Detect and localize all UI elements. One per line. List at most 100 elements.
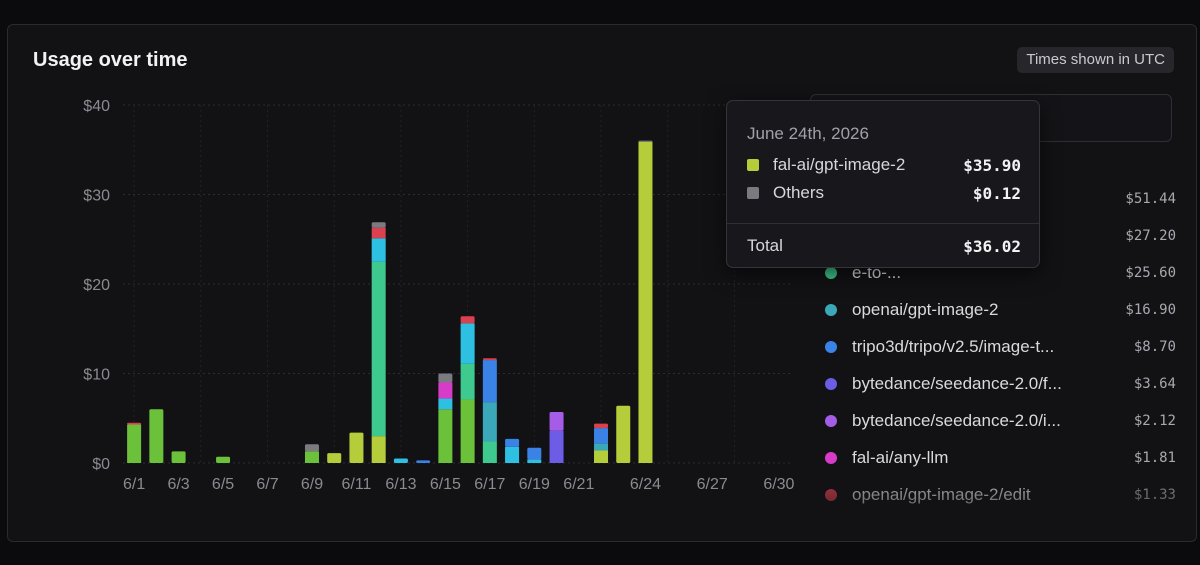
bar-segment[interactable] [438,409,453,463]
bar-segment[interactable] [616,405,631,463]
legend-dot-icon [825,414,837,427]
bar-segment[interactable] [638,140,653,142]
bar-segment[interactable] [460,316,475,324]
bar-stack[interactable] [438,373,453,464]
legend-item-value: $1.33 [1133,486,1176,503]
bar-segment[interactable] [127,424,142,463]
bar-segment[interactable] [304,444,319,452]
chart-tooltip: June 24th, 2026 fal-ai/gpt-image-2 $35.9… [726,100,1040,268]
bar-stack[interactable] [616,405,631,463]
bar-segment[interactable] [527,459,542,463]
bar-segment[interactable] [371,238,386,262]
legend-item[interactable]: fal-ai/any-llm $1.81 [823,439,1178,476]
bar-segment[interactable] [482,441,497,463]
tooltip-row-value: $0.12 [972,183,1021,203]
bar-stack[interactable] [482,358,497,463]
bar-segment[interactable] [371,436,386,463]
bar-stack[interactable] [327,453,342,463]
bar-segment[interactable] [460,399,475,463]
tooltip-row: Others $0.12 [747,181,1021,205]
legend-item[interactable]: bytedance/seedance-2.0/i... $2.12 [823,402,1178,439]
x-tick-label: 6/5 [212,476,234,493]
bar-segment[interactable] [304,451,319,463]
bar-stack[interactable] [549,411,564,463]
bar-segment[interactable] [505,446,520,463]
bar-stack[interactable] [416,460,431,463]
bar-segment[interactable] [594,443,609,451]
bar-stack[interactable] [594,423,609,463]
bar-segment[interactable] [594,428,609,444]
bar-segment[interactable] [327,453,342,463]
bar-segment[interactable] [371,261,386,437]
bar-segment[interactable] [371,227,386,239]
bar-stack[interactable] [349,432,364,463]
legend-item-value: $1.81 [1133,449,1176,466]
bar-segment[interactable] [416,460,431,463]
bar-segment[interactable] [149,409,164,463]
bar-segment[interactable] [549,411,564,431]
x-tick-label: 6/15 [430,476,461,493]
bar-stack[interactable] [505,438,520,463]
legend-dot-icon [825,451,837,464]
legend-item[interactable]: openai/gpt-image-2/edit $1.33 [823,476,1178,513]
bar-segment[interactable] [527,447,542,460]
bar-segment[interactable] [594,423,609,429]
bar-segment[interactable] [594,450,609,463]
legend-item-label: tripo3d/tripo/v2.5/image-t... [852,336,1055,356]
bar-segment[interactable] [482,402,497,442]
bar-stack[interactable] [304,444,319,463]
x-tick-label: 6/7 [256,476,278,493]
legend-item[interactable]: openai/gpt-image-2 $16.90 [823,291,1178,328]
bar-segment[interactable] [482,358,497,361]
legend-item-label: fal-ai/any-llm [852,447,949,467]
bar-segment[interactable] [393,458,408,463]
bar-segment[interactable] [438,373,453,383]
tooltip-total-label: Total [747,236,783,255]
y-tick-label: $40 [83,98,110,115]
bar-segment[interactable] [549,430,564,463]
bar-segment[interactable] [349,432,364,463]
legend-item-value: $25.60 [1125,264,1176,281]
legend-item[interactable]: bytedance/seedance-2.0/f... $3.64 [823,365,1178,402]
bar-segment[interactable] [460,363,475,400]
x-tick-label: 6/24 [630,476,661,493]
tooltip-row-label: Others [773,183,825,202]
bar-segment[interactable] [438,382,453,399]
bar-segment[interactable] [371,222,386,228]
x-tick-label: 6/3 [167,476,189,493]
x-tick-label: 6/13 [385,476,416,493]
bar-segment[interactable] [505,438,520,447]
tooltip-row: fal-ai/gpt-image-2 $35.90 [747,153,1021,177]
legend-item-value: $2.12 [1133,412,1176,429]
bar-stack[interactable] [216,456,231,463]
bar-segment[interactable] [460,323,475,364]
bar-segment[interactable] [127,422,142,425]
legend-item-value: $16.90 [1125,301,1176,318]
bar-segment[interactable] [216,456,231,463]
x-tick-label: 6/30 [763,476,794,493]
x-tick-label: 6/1 [123,476,145,493]
bar-segment[interactable] [482,360,497,403]
y-tick-label: $30 [83,188,110,205]
bar-stack[interactable] [527,447,542,463]
x-tick-label: 6/11 [341,476,371,493]
legend-dot-icon [825,266,837,279]
bar-stack[interactable] [393,458,408,463]
x-tick-label: 6/27 [697,476,728,493]
bar-segment[interactable] [638,141,653,463]
legend-dot-icon [825,340,837,353]
x-tick-label: 6/19 [519,476,550,493]
bar-segment[interactable] [438,398,453,410]
tooltip-total-row: Total $36.02 [747,234,1021,258]
bar-segment[interactable] [171,451,186,463]
tooltip-row-value: $35.90 [963,155,1021,175]
bar-stack[interactable] [460,316,475,463]
bar-stack[interactable] [638,140,653,463]
legend-item[interactable]: e-to-... $25.60 [823,254,1178,291]
bar-stack[interactable] [127,422,142,463]
bar-stack[interactable] [149,409,164,463]
legend-item[interactable]: tripo3d/tripo/v2.5/image-t... $8.70 [823,328,1178,365]
tooltip-swatch [747,187,759,199]
bar-stack[interactable] [371,222,386,463]
bar-stack[interactable] [171,451,186,463]
